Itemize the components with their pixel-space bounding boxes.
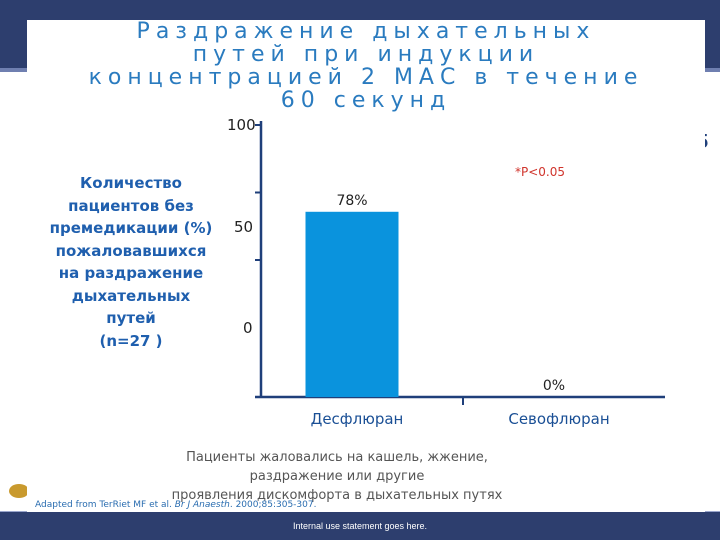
- bar-chart: 78% Десфлюран 0% Севофлюран: [255, 121, 665, 428]
- footer-band: [0, 512, 720, 540]
- chart-footnote: Пациенты жаловались на кашель, жжение, р…: [147, 448, 527, 505]
- source-text: Adapted from TerRiet MF et al.: [35, 500, 175, 510]
- source-citation: Adapted from TerRiet MF et al. Br J Anae…: [35, 500, 316, 510]
- y-axis-label-line: премедикации (%): [49, 219, 213, 237]
- y-axis-label: Количество пациентов без премедикации (%…: [47, 172, 215, 352]
- significance-note: *P<0.05: [515, 165, 566, 179]
- y-tick-label-100: 100: [227, 116, 256, 134]
- title-line: 60 секунд: [280, 88, 452, 113]
- y-axis-label-line: (n=27 ): [99, 331, 163, 350]
- title-line: концентрацией 2 МАС в течение: [88, 65, 644, 90]
- y-axis-label-line: пациентов без: [68, 196, 194, 215]
- bar-0: [305, 211, 399, 397]
- footnote-line: Пациенты жаловались на кашель, жжение, р…: [186, 450, 488, 484]
- title-line: Раздражение дыхательных: [136, 19, 596, 44]
- y-tick-label-50: 50: [234, 218, 254, 236]
- x-category-label-1: Севофлюран: [508, 410, 609, 428]
- bar-value-label-0: 78%: [336, 193, 367, 209]
- footnote-line: проявления дискомфорта в дыхательных пут…: [171, 488, 503, 503]
- bar-value-label-1: 0%: [543, 378, 565, 394]
- y-axis-label-line: пожаловавшихся: [55, 241, 207, 260]
- title-line: путей при индукции: [192, 42, 540, 67]
- y-axis-label-line: дыхательных: [71, 286, 191, 305]
- internal-use-statement: Internal use statement goes here.: [292, 521, 428, 531]
- source-rest: . 2000;85:305-307.: [229, 500, 317, 510]
- x-category-label-0: Десфлюран: [311, 410, 404, 428]
- y-tick-label-0: 0: [243, 319, 253, 337]
- slide-title: Раздражение дыхательных путей при индукц…: [27, 20, 705, 112]
- y-axis-label-line: Количество: [80, 174, 182, 192]
- y-axis-label-line: путей: [106, 309, 156, 327]
- source-journal: Br J Anaesth: [174, 500, 230, 510]
- y-axis-label-line: на раздражение: [58, 264, 204, 282]
- logo-oval: [9, 484, 29, 498]
- slide-content: Раздражение дыхательных путей при индукц…: [27, 20, 705, 512]
